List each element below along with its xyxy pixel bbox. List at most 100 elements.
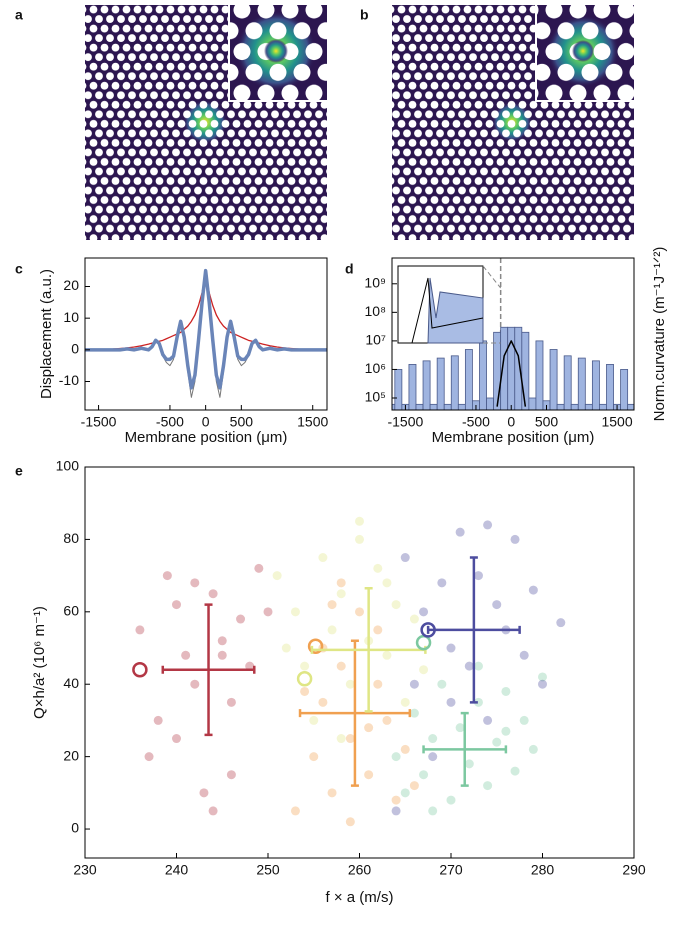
point bbox=[254, 563, 264, 573]
point bbox=[501, 686, 511, 696]
point bbox=[162, 571, 172, 581]
x-tick-label: 270 bbox=[439, 862, 463, 878]
plot-area bbox=[132, 516, 566, 827]
curvature-bar bbox=[408, 364, 417, 410]
point bbox=[409, 708, 419, 718]
point bbox=[483, 520, 493, 530]
x-tick-label: 240 bbox=[165, 862, 189, 878]
point bbox=[290, 806, 300, 816]
point bbox=[428, 752, 438, 762]
point bbox=[272, 571, 282, 581]
point bbox=[483, 715, 493, 725]
curvature-bar bbox=[535, 340, 544, 410]
point bbox=[510, 766, 520, 776]
panel-label: c bbox=[15, 261, 23, 277]
point bbox=[355, 534, 364, 544]
y-tick-label: 10⁸ bbox=[365, 303, 387, 319]
panel-label: d bbox=[345, 261, 354, 277]
y-axis-label: Norm.curvature (m⁻¹J⁻¹ᐟ²) bbox=[651, 247, 668, 422]
y-error-bar bbox=[204, 603, 213, 737]
point bbox=[391, 600, 401, 610]
point bbox=[355, 516, 364, 526]
curvature-bar bbox=[486, 397, 494, 410]
x-tick-label: 280 bbox=[531, 862, 555, 878]
point bbox=[455, 723, 465, 733]
point bbox=[492, 737, 502, 747]
point bbox=[428, 806, 438, 816]
point bbox=[199, 788, 209, 798]
point bbox=[208, 806, 218, 816]
point bbox=[336, 661, 346, 671]
y-tick-label: 0 bbox=[71, 820, 79, 836]
point bbox=[263, 607, 273, 617]
plot-area bbox=[392, 258, 634, 410]
x-tick-label: 0 bbox=[202, 414, 210, 430]
curvature-bar bbox=[591, 360, 600, 410]
point bbox=[455, 527, 465, 537]
point bbox=[501, 726, 511, 736]
curvature-bar bbox=[479, 340, 487, 410]
point bbox=[327, 625, 337, 635]
y-tick-label: 0 bbox=[71, 341, 79, 357]
x-tick-label: 250 bbox=[256, 862, 280, 878]
point bbox=[300, 661, 310, 671]
point bbox=[373, 625, 383, 635]
x-tick-label: 230 bbox=[73, 862, 97, 878]
point bbox=[419, 607, 429, 617]
y-error-bar bbox=[460, 711, 469, 787]
reference-point bbox=[132, 661, 148, 678]
point bbox=[345, 679, 355, 689]
point bbox=[355, 607, 364, 617]
point bbox=[446, 795, 456, 805]
y-tick-label: 20 bbox=[63, 747, 79, 763]
panel-label: a bbox=[15, 7, 23, 23]
curvature-bar bbox=[549, 349, 558, 410]
y-tick-label: 10 bbox=[63, 309, 79, 325]
point bbox=[345, 817, 355, 827]
series-line bbox=[496, 340, 527, 407]
x-tick-label: 0 bbox=[507, 414, 515, 430]
point bbox=[464, 759, 474, 769]
curvature-bar bbox=[620, 369, 629, 410]
point bbox=[446, 643, 456, 653]
point bbox=[309, 752, 319, 762]
reference-point bbox=[415, 634, 432, 651]
curvature-bar bbox=[521, 331, 530, 410]
point bbox=[217, 636, 227, 646]
point bbox=[172, 600, 181, 610]
y-error-bar bbox=[469, 556, 478, 704]
x-tick-label: 290 bbox=[622, 862, 646, 878]
series-line bbox=[85, 268, 327, 390]
series-line bbox=[85, 270, 327, 398]
point bbox=[409, 614, 419, 624]
point bbox=[519, 650, 529, 660]
point bbox=[400, 697, 410, 707]
point bbox=[373, 563, 383, 573]
point bbox=[336, 578, 346, 588]
point bbox=[400, 553, 410, 563]
panel-label: e bbox=[15, 463, 23, 479]
point bbox=[400, 744, 410, 754]
x-tick-label: -500 bbox=[462, 414, 490, 430]
point bbox=[245, 661, 255, 671]
y-tick-label: 60 bbox=[63, 603, 79, 619]
point bbox=[153, 715, 163, 725]
point bbox=[538, 679, 547, 689]
point bbox=[281, 643, 291, 653]
point bbox=[190, 679, 200, 689]
point bbox=[208, 589, 218, 599]
point bbox=[217, 650, 227, 660]
y-tick-label: 10⁵ bbox=[365, 389, 386, 405]
point bbox=[446, 697, 456, 707]
x-axis-label: Membrane position (μm) bbox=[432, 429, 595, 446]
point bbox=[318, 553, 328, 563]
point bbox=[492, 600, 502, 610]
point bbox=[226, 770, 236, 780]
y-tick-label: 10⁹ bbox=[364, 274, 386, 290]
y-tick-label: 10⁶ bbox=[365, 360, 386, 376]
axes-frame bbox=[391, 257, 635, 411]
zoom-line bbox=[482, 265, 502, 344]
point bbox=[483, 781, 493, 791]
